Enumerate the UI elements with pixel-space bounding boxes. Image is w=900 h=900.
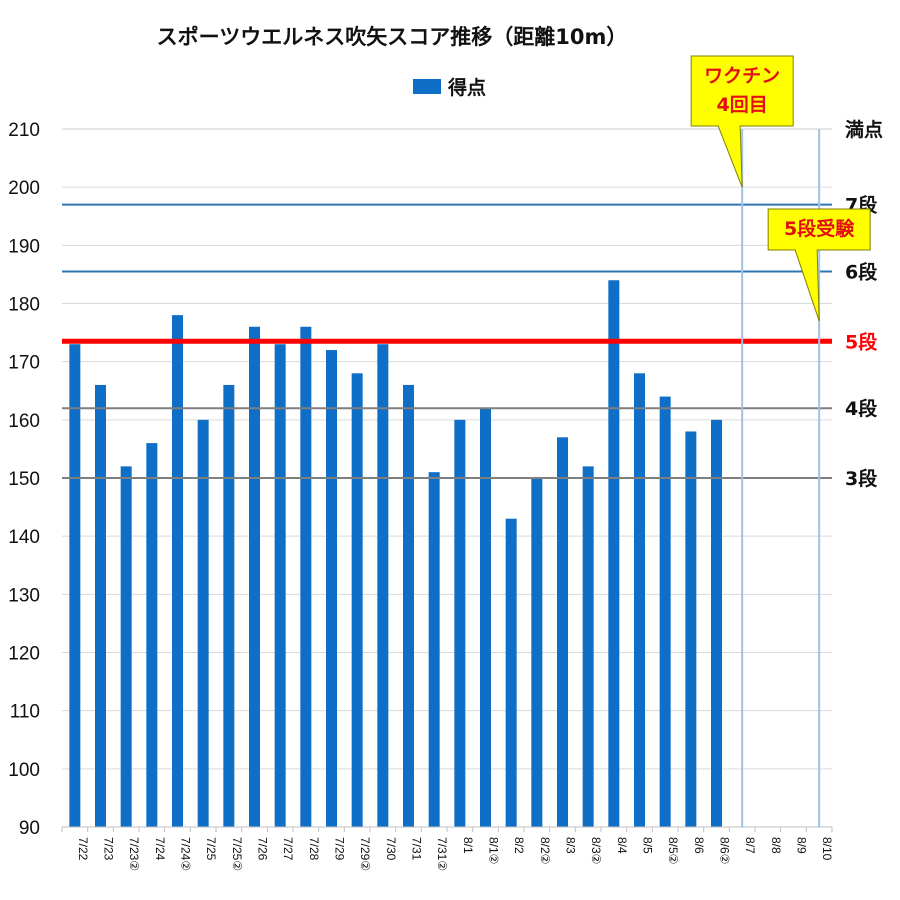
x-tick-label: 7/22 [76,837,90,861]
y-tick-label: 210 [8,120,40,141]
y-tick-label: 200 [8,178,40,199]
bar [428,472,440,827]
reference-label: 6段 [845,261,878,284]
y-tick-label: 110 [10,702,40,723]
x-tick-label: 7/31 [410,837,424,861]
x-axis: 7/22 7/23 7/23② 7/24 7/24② 7/25 7/25② 7/26 7/27 7… [61,826,834,871]
x-tick-label: 8/6② [718,837,732,864]
bar [557,437,568,827]
x-tick-label: 7/25② [230,837,244,871]
y-tick-label: 100 [8,760,40,781]
bar [454,419,466,827]
x-tick-label: 7/28 [307,837,321,861]
y-tick-label: 180 [8,295,40,316]
x-tick-label: 8/8 [769,837,783,854]
bar [659,396,671,827]
callout-bubble [690,55,794,188]
event-markers: ワクチン 4回目 5段受験 [690,55,871,827]
x-tick-label: 7/29② [358,837,372,871]
reference-label: 3段 [845,467,878,490]
bar [223,384,235,827]
x-tick-label: 7/24② [179,837,193,871]
bar [197,419,209,827]
x-tick-label: 7/25 [204,837,218,861]
bar [403,384,414,827]
x-tick-label: 8/3 [564,837,578,854]
x-tick-label: 8/1② [487,837,501,864]
bar [120,466,132,827]
reference-label: 4段 [845,397,878,420]
y-tick-label: 170 [8,353,40,374]
x-tick-label: 8/10 [820,837,834,861]
bar [172,315,183,827]
x-tick-label: 8/7 [743,837,757,854]
y-tick-label: 160 [8,411,40,432]
chart-title: スポーツウエルネス吹矢スコア推移（距離10m） [157,25,628,49]
x-tick-label: 7/23 [102,837,116,861]
y-tick-label: 150 [8,469,40,490]
bar [300,326,312,827]
x-tick-label: 7/27 [281,837,295,861]
x-tick-label: 8/2② [538,837,552,864]
y-axis-ticks: 90 100 110 120 130 140 150 160 170 180 190 200 210 [8,120,40,839]
bar [249,326,260,827]
bar [582,466,594,827]
y-tick-label: 130 [8,585,40,606]
y-tick-label: 90 [19,818,40,839]
bar [480,408,491,827]
bar [95,384,106,827]
x-tick-label: 7/31② [435,837,449,871]
bars [69,280,722,827]
x-tick-label: 8/9 [795,837,809,854]
callout-bubble [767,208,871,322]
bar [634,373,645,827]
bar [505,518,517,827]
y-tick-label: 120 [8,644,40,665]
x-tick-label: 8/5 [641,837,655,854]
bar [274,344,286,827]
legend-swatch [413,79,441,94]
x-tick-label: 8/6 [692,837,706,854]
bar [685,431,697,827]
bar [711,419,722,827]
reference-label: 5段 [845,330,878,353]
reference-label: 満点 [845,119,883,141]
x-tick-label: 8/4 [615,837,629,854]
callout-text: ワクチン [704,65,780,87]
y-tick-label: 140 [8,527,40,548]
bar [326,350,337,827]
y-tick-label: 190 [8,236,40,257]
bar [377,344,389,827]
x-tick-label: 7/30 [384,837,398,861]
callout-text: 4回目 [717,94,768,116]
x-tick-label: 7/29 [333,837,347,861]
x-tick-label: 7/24 [153,837,167,861]
x-tick-label: 8/3② [589,837,603,864]
x-tick-label: 7/26 [256,837,270,861]
x-tick-label: 8/5② [666,837,680,864]
x-tick-label: 8/1 [461,837,475,854]
bar [608,280,620,827]
legend: 得点 [413,76,486,99]
bar [531,478,543,827]
bar [146,443,158,827]
callout-text: 5段受験 [784,217,855,240]
bar [69,344,81,827]
bar [351,373,363,827]
x-tick-label: 8/2 [512,837,526,854]
x-tick-label: 7/23② [127,837,141,871]
legend-label: 得点 [447,76,486,99]
